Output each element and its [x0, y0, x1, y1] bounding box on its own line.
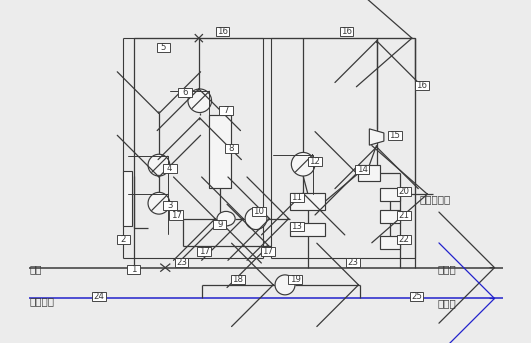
Text: 甲醇: 甲醇 — [29, 264, 42, 274]
Text: 水蒸汽: 水蒸汽 — [438, 298, 456, 308]
Circle shape — [148, 192, 170, 214]
FancyBboxPatch shape — [127, 265, 140, 274]
Text: 14: 14 — [357, 165, 367, 174]
FancyBboxPatch shape — [169, 211, 183, 220]
Text: 9: 9 — [217, 220, 222, 228]
FancyBboxPatch shape — [397, 211, 410, 221]
FancyBboxPatch shape — [346, 258, 360, 267]
Text: 6: 6 — [183, 88, 188, 97]
Bar — [290, 193, 325, 210]
FancyBboxPatch shape — [92, 292, 106, 301]
FancyBboxPatch shape — [252, 207, 266, 216]
FancyBboxPatch shape — [225, 144, 238, 153]
FancyBboxPatch shape — [308, 157, 322, 166]
Bar — [123, 172, 132, 226]
Text: 8: 8 — [229, 144, 234, 153]
Text: 19: 19 — [289, 275, 301, 284]
FancyBboxPatch shape — [290, 193, 304, 202]
FancyBboxPatch shape — [340, 27, 354, 36]
Text: 4: 4 — [167, 164, 173, 173]
Text: 15: 15 — [389, 131, 400, 140]
Text: 烃类混合物: 烃类混合物 — [419, 194, 450, 204]
Text: 5: 5 — [161, 43, 166, 52]
Text: 23: 23 — [176, 258, 187, 267]
Bar — [290, 223, 325, 236]
Bar — [209, 115, 230, 188]
Text: 2: 2 — [121, 235, 126, 244]
FancyBboxPatch shape — [415, 81, 429, 90]
FancyBboxPatch shape — [410, 292, 423, 301]
Text: 18: 18 — [233, 275, 243, 284]
FancyBboxPatch shape — [219, 106, 233, 115]
FancyBboxPatch shape — [213, 220, 227, 229]
FancyBboxPatch shape — [288, 275, 302, 284]
Text: 工艺水: 工艺水 — [438, 264, 456, 274]
Circle shape — [148, 154, 170, 176]
Text: 11: 11 — [292, 193, 302, 202]
Text: 3: 3 — [167, 201, 173, 211]
FancyBboxPatch shape — [261, 247, 275, 256]
Text: 25: 25 — [411, 292, 422, 301]
FancyBboxPatch shape — [163, 164, 177, 173]
Text: 1: 1 — [131, 265, 136, 274]
Circle shape — [188, 89, 211, 113]
Circle shape — [245, 208, 267, 229]
FancyBboxPatch shape — [178, 88, 192, 97]
Text: 21: 21 — [398, 211, 409, 221]
Text: 23: 23 — [347, 258, 358, 267]
FancyBboxPatch shape — [198, 247, 211, 256]
Text: 13: 13 — [292, 222, 302, 231]
Bar — [380, 236, 400, 249]
Text: 17: 17 — [199, 247, 210, 256]
Bar — [380, 188, 400, 201]
FancyBboxPatch shape — [117, 235, 130, 244]
Bar — [380, 211, 400, 223]
Text: 去离子水: 去离子水 — [29, 296, 54, 306]
FancyBboxPatch shape — [216, 27, 229, 36]
Text: 17: 17 — [262, 247, 273, 256]
Polygon shape — [370, 129, 384, 145]
Text: 16: 16 — [217, 27, 228, 36]
FancyBboxPatch shape — [163, 201, 177, 211]
Circle shape — [292, 152, 315, 176]
FancyBboxPatch shape — [290, 222, 304, 232]
Ellipse shape — [217, 211, 235, 226]
FancyBboxPatch shape — [175, 258, 189, 267]
Bar — [358, 165, 380, 181]
Text: 17: 17 — [170, 211, 182, 220]
Text: 16: 16 — [341, 27, 352, 36]
Text: 12: 12 — [310, 157, 320, 166]
Text: 16: 16 — [416, 81, 427, 90]
Text: 20: 20 — [398, 187, 409, 196]
Text: 24: 24 — [93, 292, 105, 301]
FancyBboxPatch shape — [231, 275, 245, 284]
FancyBboxPatch shape — [397, 187, 410, 196]
Circle shape — [275, 275, 295, 295]
FancyBboxPatch shape — [397, 235, 410, 244]
Text: 7: 7 — [224, 106, 229, 115]
FancyBboxPatch shape — [157, 43, 170, 52]
Text: 22: 22 — [398, 235, 409, 244]
Text: 10: 10 — [253, 207, 264, 216]
FancyBboxPatch shape — [355, 165, 369, 174]
FancyBboxPatch shape — [388, 131, 401, 140]
